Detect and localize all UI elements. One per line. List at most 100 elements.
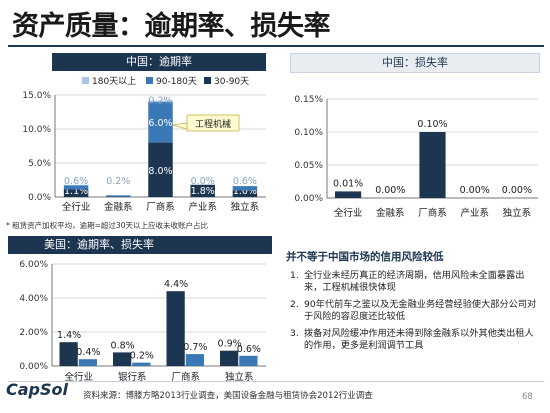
x-tick-label: 全行业 [334,207,363,219]
x-tick-label: 独立系 [225,371,254,383]
footer-divider [8,381,544,382]
data-label: 0.8% [111,340,135,351]
china-loss-chart: 中国：损失率 0.00% 0.05% 0.10% 0.15% 全行业 金融系 厂商系 产业系 独… [282,53,544,233]
x-tick-label: 金融系 [376,207,405,219]
bar [112,352,132,366]
insight-title: 并不等于中国市场的信用风险较低 [286,251,444,263]
list-number: 1. [290,270,299,281]
bar-segment [232,186,258,191]
data-label: 0.6% [237,344,261,355]
title-divider [8,45,544,47]
legend-swatch [82,77,89,84]
y-tick-label: 0.00% [294,194,323,204]
x-tick-label: 厂商系 [146,201,175,213]
data-label: 1.4% [57,330,81,341]
data-label: 0.9% [218,339,242,350]
bar-segment [148,101,173,143]
china-loss-plot: 0.00% 0.05% 0.10% 0.15% 全行业 金融系 厂商系 产业系 独立系 0.01%… [294,95,538,219]
data-label: 0.4% [76,347,100,358]
legend-label: 90-180天 [156,77,197,87]
list-item: 1. 全行业未经历真正的经济周期，信用风险未全面暴露出来，工程机械很快体现 [282,270,538,294]
x-tick-label: 独立系 [503,207,532,219]
bar-segment [232,190,258,197]
data-label: 0.00% [460,185,490,196]
y-tick-label: 0.00% [19,362,48,372]
x-tick-label: 产业系 [460,207,489,219]
china-overdue-plot: 0.0% 5.0% 10.0% 15.0% 全行业 金融系 厂商系 产业系 独立系 180天以上 9… [22,76,266,213]
chart-header: 中国：逾期率 [52,53,266,71]
list-text: 90年代前车之鉴以及无金融业务经营经验使大部分公司对于风险的容忍度还比较低 [304,299,537,322]
list-text: 拨备对风险缓冲作用还未得到除金融系以外其他类出租人的作用，更多是利润调节工具 [304,328,534,351]
data-label: 0.10% [417,119,447,130]
y-tick-label: 10.0% [22,125,51,135]
list-item: 3. 拨备对风险缓冲作用还未得到除金融系以外其他类出租人的作用，更多是利润调节工具 [282,328,538,352]
bar [166,291,185,366]
x-tick-label: 产业系 [188,201,217,213]
brand-logo: CapSol [6,380,68,399]
data-label: 0.2% [130,351,154,362]
y-tick-label: 15.0% [22,91,51,101]
y-tick-label: 0.10% [294,128,323,138]
data-label: 8.0% [148,166,172,177]
source-note: 资料来源：博滕方略2013行业调查，美国设备金融与租赁协会2012行业调查 [83,391,373,401]
data-label: 0.6% [233,176,257,187]
annotation-pointer [172,122,188,130]
data-label: 0.2% [148,95,172,106]
footnote: * 租赁资产加权平均，逾期=超过30天以上应收未收账户占比 [6,221,208,230]
legend-label: 180天以上 [92,76,136,87]
y-tick-label: 0.0% [28,193,51,203]
data-label: 6.0% [148,118,172,129]
bar [78,359,98,366]
list-item: 2. 90年代前车之鉴以及无金融业务经营经验使大部分公司对于风险的容忍度还比较低 [282,299,538,323]
data-label: 0.00% [375,185,405,196]
chart-header: 中国：损失率 [290,53,540,73]
x-tick-label: 全行业 [64,371,93,383]
y-tick-label: 5.0% [28,159,51,169]
insight-list: 1. 全行业未经历真正的经济周期，信用风险未全面暴露出来，工程机械很快体现 2. 9… [282,270,538,352]
us-overdue-loss-plot: 0.00% 2.00% 4.00% 6.00% 全行业 银行系 厂商系 独立系 1.4% 0.4%… [19,260,266,383]
data-label: 0.00% [502,185,532,196]
bar-segment [148,100,173,102]
page-number: 68 [522,392,533,402]
china-overdue-chart: 中国：逾期率 0.0% 5.0% 10.0% 15.0% 全行业 金融系 厂商系 产业系 独立系… [0,53,272,218]
insight-box: 并不等于中国市场的信用风险较低 1. 全行业未经历真正的经济周期，信用风险未全面暴… [282,249,538,369]
data-label: 4.4% [164,279,188,290]
y-tick-label: 0.15% [294,95,323,105]
x-tick-label: 厂商系 [418,207,447,219]
bar [132,362,151,366]
us-overdue-loss-chart: 美国：逾期率、损失率 0.00% 2.00% 4.00% 6.00% 全行业 银行系 厂商系… [0,236,272,383]
annotation-text: 工程机械 [195,118,231,130]
bar [185,354,205,366]
chart-header: 美国：逾期率、损失率 [8,236,272,254]
bar-segment [190,184,215,197]
x-tick-label: 银行系 [118,371,147,383]
bar-segment [63,184,89,186]
bar-segment [106,195,131,197]
legend-swatch [204,77,211,84]
page-title: 资产质量：逾期率、损失率 [12,11,331,42]
x-tick-label: 独立系 [231,201,260,213]
bar [335,191,362,198]
data-label: 1.8% [191,186,215,197]
legend-swatch [146,77,153,84]
data-label: 1.0% [233,186,257,197]
bar [219,350,239,366]
list-text: 全行业未经历真正的经济周期，信用风险未全面暴露出来，工程机械很快体现 [304,270,525,293]
bar-segment [63,185,89,190]
y-tick-label: 2.00% [19,328,48,338]
bar-segment [148,142,173,197]
y-tick-label: 0.05% [294,161,323,171]
data-label: 1.1% [64,186,88,197]
bar-segment [63,189,89,197]
data-label: 0.0% [191,176,215,187]
data-label: 0.01% [333,178,363,189]
y-tick-label: 6.00% [19,260,48,270]
list-number: 3. [290,328,299,339]
data-label: 0.2% [106,176,130,187]
data-label: 0.6% [64,176,88,187]
legend-label: 30-90天 [214,77,249,87]
y-tick-label: 4.00% [19,294,48,304]
list-number: 2. [290,299,299,310]
x-tick-label: 金融系 [104,201,133,213]
bar [419,132,446,198]
